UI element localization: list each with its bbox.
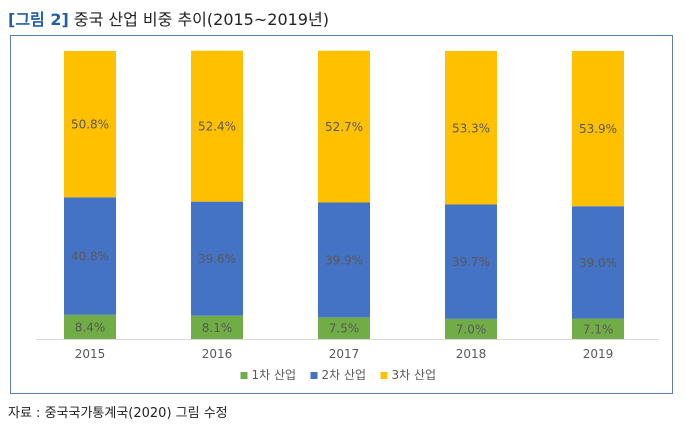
data-label-1-2019: 7.1% — [583, 322, 614, 336]
legend-label-1: 1차 산업 — [252, 368, 297, 382]
bar-3-2019 — [572, 51, 624, 207]
data-label-2-2015: 40.8% — [71, 250, 109, 264]
data-label-1-2017: 7.5% — [329, 322, 360, 336]
bar-2-2017 — [318, 202, 370, 318]
bar-1-2019 — [572, 318, 624, 339]
x-tick-label-2019: 2019 — [583, 347, 614, 361]
figure-label: [그림 2] — [8, 10, 69, 29]
bar-2-2015 — [64, 197, 116, 315]
data-label-3-2016: 52.4% — [198, 120, 236, 134]
x-tick-label-2018: 2018 — [456, 347, 487, 361]
data-label-1-2015: 8.4% — [75, 320, 106, 334]
bar-1-2017 — [318, 317, 370, 339]
legend-swatch-2 — [310, 372, 318, 379]
bar-3-2017 — [318, 50, 370, 203]
data-label-3-2017: 52.7% — [325, 120, 363, 134]
legend-swatch-3 — [380, 372, 388, 379]
chart-container: 8.4% 40.8% 50.8% 2015 8.1% 39.6% 52.4% 2016 7.5%… — [10, 35, 673, 394]
source-note: 자료 : 중국국가통계국(2020) 그림 수정 — [8, 406, 228, 421]
x-tick-label-2016: 2016 — [202, 347, 233, 361]
data-label-2-2016: 39.6% — [198, 252, 236, 266]
data-label-3-2019: 53.9% — [579, 122, 617, 136]
bar-1-2015 — [64, 314, 116, 339]
x-tick-label-2017: 2017 — [329, 347, 360, 361]
legend-label-2: 2차 산업 — [322, 368, 367, 382]
bar-1-2016 — [191, 315, 243, 339]
legend-swatch-1 — [240, 372, 248, 379]
data-label-1-2016: 8.1% — [202, 321, 233, 335]
data-label-2-2018: 39.7% — [452, 255, 490, 269]
bar-2-2018 — [445, 204, 497, 319]
bar-3-2016 — [191, 50, 243, 202]
bar-2-2016 — [191, 201, 243, 316]
stacked-bar-chart: 8.4% 40.8% 50.8% 2015 8.1% 39.6% 52.4% 2016 7.5%… — [36, 50, 659, 382]
data-label-3-2018: 53.3% — [452, 121, 490, 135]
data-label-3-2015: 50.8% — [71, 118, 109, 132]
legend-label-3: 3차 산업 — [392, 368, 437, 382]
data-label-1-2018: 7.0% — [456, 322, 487, 336]
data-label-2-2017: 39.9% — [325, 253, 363, 267]
figure-title: [그림 2] 중국 산업 비중 추이(2015~2019년) — [8, 6, 329, 30]
figure-title-text: 중국 산업 비중 추이(2015~2019년) — [73, 10, 329, 29]
x-tick-label-2015: 2015 — [75, 347, 106, 361]
bar-2-2019 — [572, 206, 624, 319]
data-label-2-2019: 39.0% — [579, 256, 617, 270]
bar-3-2018 — [445, 51, 497, 205]
bar-1-2018 — [445, 318, 497, 339]
bar-3-2015 — [64, 51, 116, 198]
